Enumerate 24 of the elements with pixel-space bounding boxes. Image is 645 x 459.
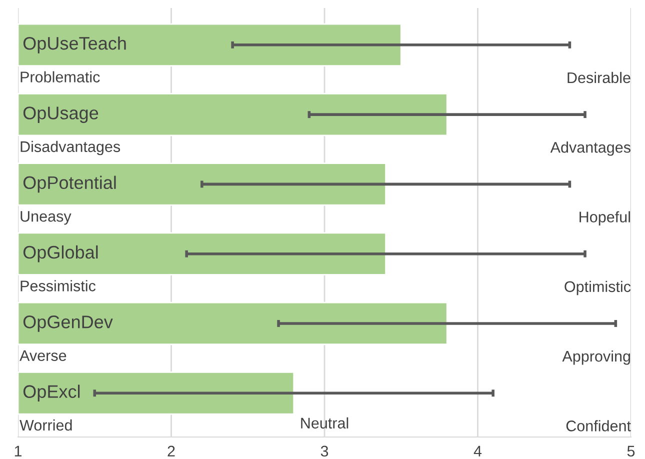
x-tick-label: 2 [168,446,175,456]
annotation: Worried [20,419,72,431]
annotation: Desirable [568,72,630,84]
y-tick-label: OpExcl [23,384,80,402]
annotation: Problematic [20,71,100,82]
annotation: Uneasy [20,211,72,225]
x-tick-label: 4 [474,446,482,456]
y-tick-label: OpUsage [23,106,98,123]
y-tick-label: OpPotential [23,176,116,193]
annotation: Advantages [550,142,630,156]
annotation: Neutral [301,417,348,429]
y-tick-label: OpGlobal [23,245,98,262]
x-tick-label: 1 [14,446,22,456]
annotation: Confident [566,420,631,432]
y-tick-label: OpUseTeach [23,36,126,54]
annotation: Pessimistic [20,280,96,292]
x-tick-label: 5 [627,446,635,457]
annotation: Optimistic [564,280,631,296]
annotation: Hopeful [580,211,630,226]
y-tick-label: OpGenDev [23,316,113,332]
annotation: Disadvantages [20,140,120,156]
annotation: Approving [562,350,630,365]
annotation: Averse [20,350,66,362]
x-tick-label: 3 [320,446,328,457]
